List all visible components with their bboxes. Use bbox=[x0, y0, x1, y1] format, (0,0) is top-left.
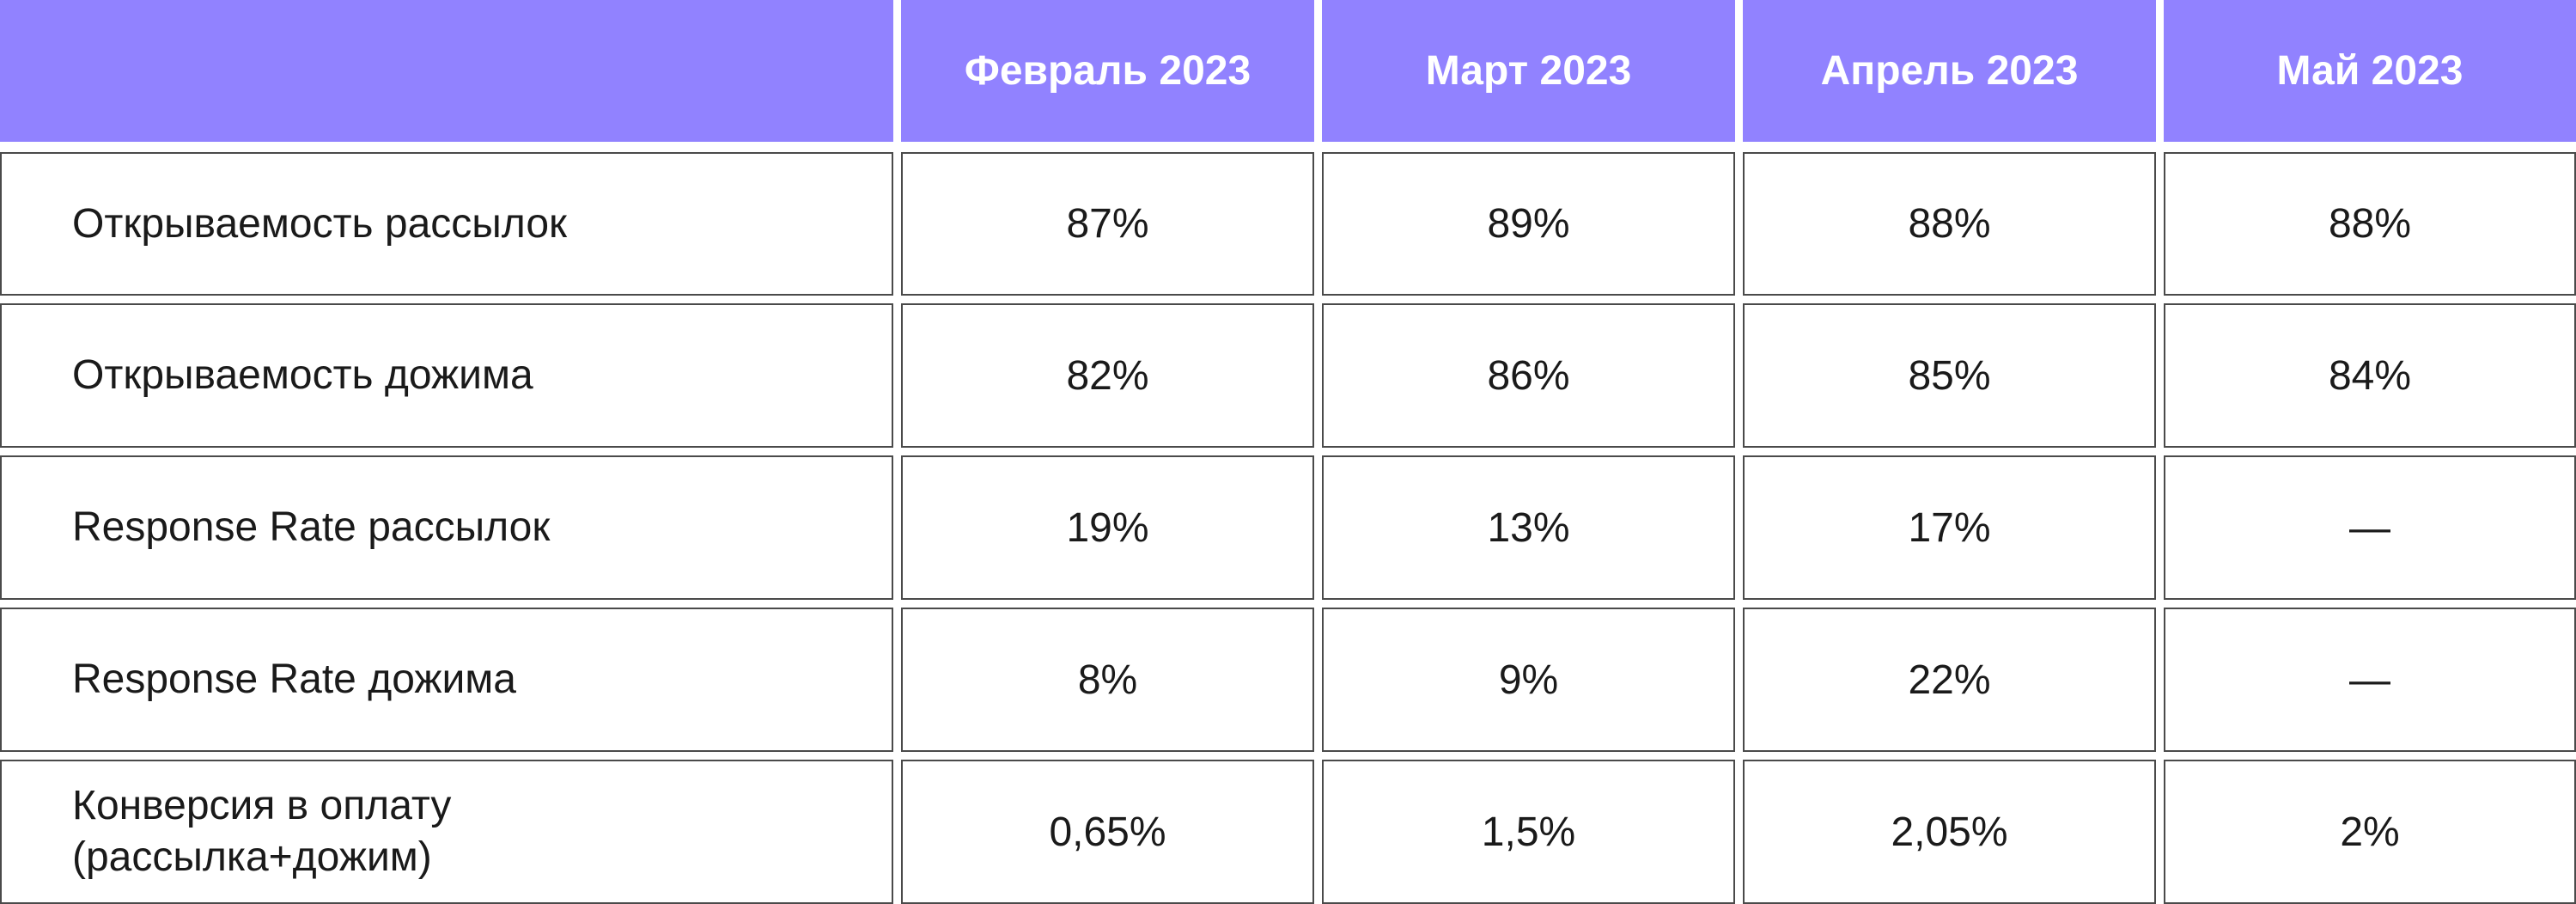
table-cell-value: 17% bbox=[1743, 455, 2156, 600]
column-header: Май 2023 bbox=[2164, 0, 2576, 142]
table-cell-value: 22% bbox=[1743, 608, 2156, 752]
table-cell-value: 89% bbox=[1322, 152, 1735, 296]
table-cell-value: 2% bbox=[2164, 760, 2576, 904]
table-cell-value: 13% bbox=[1322, 455, 1735, 600]
table-cell-value: 87% bbox=[901, 152, 1314, 296]
table-cell-value: — bbox=[2164, 608, 2576, 752]
table-cell-value: 82% bbox=[901, 303, 1314, 448]
table-cell-value: 88% bbox=[1743, 152, 2156, 296]
row-label: Response Rate дожима bbox=[0, 608, 893, 752]
column-header: Апрель 2023 bbox=[1743, 0, 2156, 142]
header-corner-cell bbox=[0, 0, 893, 142]
row-label: Открываемость рассылок bbox=[0, 152, 893, 296]
table-cell-value: 85% bbox=[1743, 303, 2156, 448]
row-label: Конверсия в оплату (рассылка+дожим) bbox=[0, 760, 893, 904]
table-cell-value: 2,05% bbox=[1743, 760, 2156, 904]
column-header: Февраль 2023 bbox=[901, 0, 1314, 142]
table-cell-value: 84% bbox=[2164, 303, 2576, 448]
table-cell-value: 0,65% bbox=[901, 760, 1314, 904]
table-cell-value: 1,5% bbox=[1322, 760, 1735, 904]
table-cell-value: 86% bbox=[1322, 303, 1735, 448]
table-cell-value: — bbox=[2164, 455, 2576, 600]
table-cell-value: 88% bbox=[2164, 152, 2576, 296]
row-label: Response Rate рассылок bbox=[0, 455, 893, 600]
column-header: Март 2023 bbox=[1322, 0, 1735, 142]
table-cell-value: 19% bbox=[901, 455, 1314, 600]
row-label: Открываемость дожима bbox=[0, 303, 893, 448]
table-cell-value: 8% bbox=[901, 608, 1314, 752]
table-cell-value: 9% bbox=[1322, 608, 1735, 752]
